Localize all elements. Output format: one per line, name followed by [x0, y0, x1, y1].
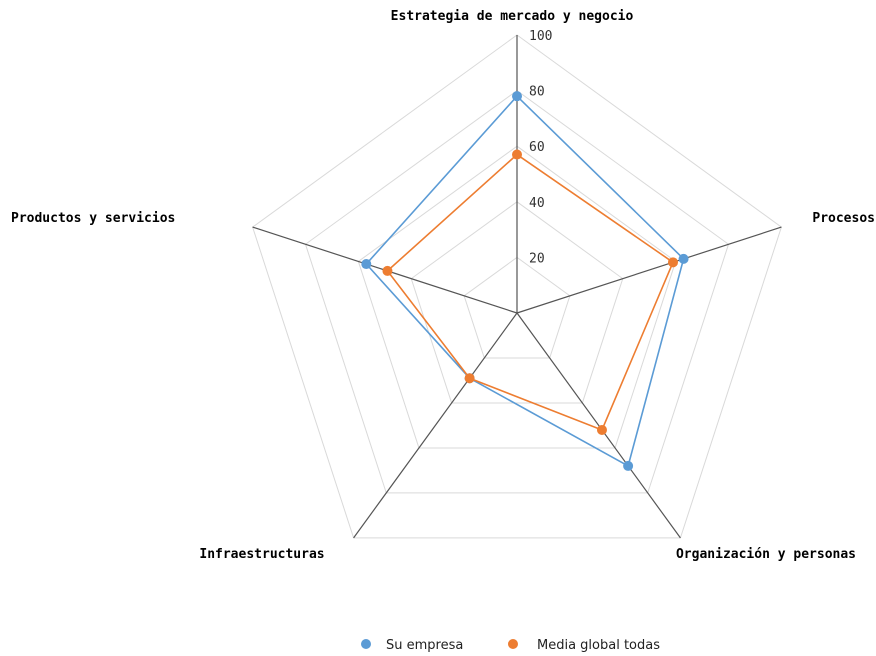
data-point[interactable]: [623, 460, 634, 471]
series-line: [386, 153, 674, 431]
axis-spoke: [516, 226, 782, 314]
axis-labels: Estrategia de mercado y negocio Procesos O…: [11, 9, 875, 562]
grid-ring: [252, 34, 782, 539]
data-point[interactable]: [512, 91, 522, 102]
series-line: [365, 95, 685, 468]
legend-item[interactable]: Su empresa: [386, 638, 463, 653]
grid-ring: [410, 201, 624, 404]
legend: Su empresa Media global todas: [361, 638, 660, 653]
radar-grid: [252, 34, 782, 539]
data-point[interactable]: [382, 265, 393, 276]
legend-item[interactable]: Media global todas: [537, 638, 660, 653]
legend-marker: [508, 639, 518, 649]
legend-marker: [361, 639, 371, 649]
data-point[interactable]: [464, 373, 475, 384]
tick-label: 80: [529, 85, 545, 100]
data-point[interactable]: [678, 253, 689, 264]
tick-label: 100: [529, 29, 552, 44]
radar-spokes: [252, 35, 782, 539]
axis-label: Procesos: [812, 211, 875, 226]
tick-label: 60: [529, 140, 545, 155]
axis-label: Productos y servicios: [11, 211, 175, 226]
tick-label: 40: [529, 196, 545, 211]
axis-spoke: [516, 312, 681, 539]
data-point[interactable]: [361, 259, 372, 270]
axis-label: Organización y personas: [676, 547, 856, 562]
tick-labels: 20 40 60 80 100: [529, 29, 552, 266]
axis-spoke: [353, 312, 518, 539]
series-lines: [365, 95, 685, 468]
tick-label: 20: [529, 251, 545, 266]
data-point[interactable]: [596, 424, 607, 435]
grid-ring: [304, 89, 730, 494]
axis-label: Estrategia de mercado y negocio: [391, 9, 634, 24]
series-points: [361, 91, 689, 471]
data-point[interactable]: [512, 149, 522, 160]
axis-label: Infraestructuras: [199, 547, 324, 562]
grid-ring: [463, 256, 571, 359]
data-point[interactable]: [667, 257, 678, 268]
